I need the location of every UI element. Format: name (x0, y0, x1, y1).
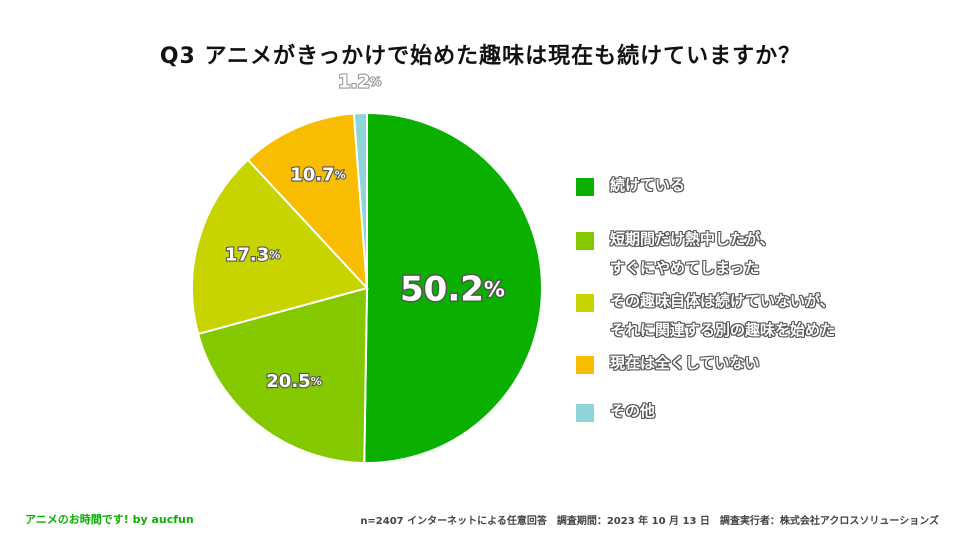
legend-swatch (576, 232, 594, 250)
legend-item-continuing: 続けている (576, 176, 685, 200)
legend-item-other: その他 (576, 402, 655, 426)
slice-value-label: 50.2% (400, 269, 505, 309)
legend-label: 短期間だけ熱中したが、 すぐにやめてしまった (610, 230, 775, 277)
legend-label: 続けている (610, 176, 686, 194)
legend-item-related-hobby: その趣味自体は続けていないが、 それに関連する別の趣味を始めた (576, 292, 835, 345)
legend-swatch (576, 404, 594, 422)
slice-value-label: 20.5% (266, 371, 321, 392)
legend-item-quit: 短期間だけ熱中したが、 すぐにやめてしまった (576, 230, 775, 283)
legend-swatch (576, 178, 594, 196)
slice-value-label: 1.2% (338, 71, 381, 92)
pie-slice (363, 111, 543, 464)
pie-slice (196, 286, 369, 464)
pie-slice (191, 158, 369, 336)
legend-label: その他 (610, 402, 656, 420)
footer-source: n=2407 インターネットによる任意回答 調査期間：2023 年 10 月 1… (360, 516, 939, 527)
legend-swatch (576, 294, 594, 312)
slice-value-label: 17.3% (225, 244, 280, 265)
legend-label: その趣味自体は続けていないが、 それに関連する別の趣味を始めた (610, 292, 836, 339)
legend-item-not-at-all: 現在は全くしていない (576, 354, 760, 378)
chart-title: Q3 アニメがきっかけで始めた趣味は現在も続けていますか？ (159, 44, 802, 69)
footer-brand: アニメのお時間です! by aucfun (25, 513, 194, 526)
legend-swatch (576, 356, 594, 374)
pie-slice (352, 111, 368, 289)
legend-label: 現在は全くしていない (610, 354, 760, 372)
pie-slice (246, 112, 369, 291)
slice-value-label: 10.7% (290, 165, 345, 186)
